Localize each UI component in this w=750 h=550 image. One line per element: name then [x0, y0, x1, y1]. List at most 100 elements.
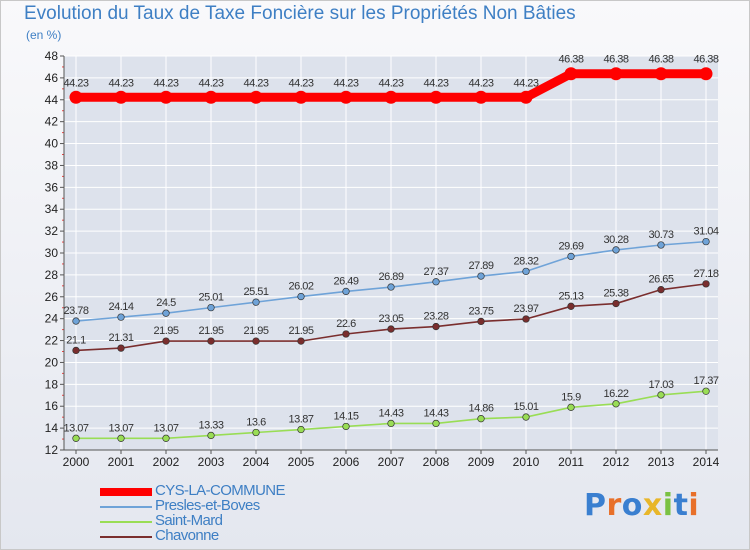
data-point-3	[522, 315, 530, 323]
x-tick-label: 2002	[153, 455, 180, 469]
y-tick-label: 26	[45, 290, 59, 304]
y-tick-label: 44	[45, 93, 59, 107]
data-point-1	[117, 313, 125, 321]
data-label-1: 26.89	[378, 271, 403, 283]
data-point-2	[207, 431, 215, 440]
data-point-2	[567, 403, 575, 411]
y-tick-label: 28	[45, 268, 59, 282]
data-label-2: 14.15	[333, 410, 358, 422]
data-point-1	[657, 241, 665, 249]
data-point-3	[702, 280, 710, 288]
x-tick-label: 2008	[423, 455, 450, 469]
data-point-3	[72, 346, 80, 355]
data-label-2: 16.22	[603, 388, 628, 400]
data-point-2	[72, 434, 80, 442]
data-label-0: 44.23	[63, 77, 88, 89]
data-label-3: 21.95	[243, 325, 268, 337]
data-point-3	[342, 330, 350, 338]
x-tick-label: 2012	[603, 455, 630, 469]
legend-label-1: Presles-et-Boves	[155, 497, 260, 514]
legend-swatch-0	[100, 488, 152, 496]
data-point-3	[432, 322, 440, 331]
data-point-0	[609, 67, 623, 81]
x-tick-label: 2009	[468, 455, 495, 469]
data-point-0	[249, 90, 263, 104]
y-tick-label: 22	[45, 334, 59, 348]
data-label-3: 21.31	[108, 332, 133, 344]
data-point-1	[477, 272, 485, 280]
data-point-3	[387, 325, 395, 333]
data-point-2	[162, 434, 170, 442]
y-tick-label: 34	[45, 202, 59, 216]
logo-letter: P	[584, 488, 607, 523]
data-point-3	[612, 299, 620, 308]
legend-swatch-2	[100, 521, 152, 523]
data-label-2: 13.87	[288, 414, 313, 426]
data-label-2: 17.03	[648, 379, 673, 391]
legend-label-3: Chavonne	[155, 527, 219, 544]
data-label-0: 44.23	[153, 77, 178, 89]
x-tick-label: 2010	[513, 455, 540, 469]
legend-label-0: CYS-LA-COMMUNE	[155, 482, 286, 499]
y-tick-label: 48	[45, 49, 59, 63]
data-point-2	[252, 428, 260, 437]
data-label-3: 25.13	[558, 290, 583, 302]
y-tick-label: 40	[45, 137, 59, 151]
data-point-1	[72, 317, 80, 325]
logo-letter: x	[642, 488, 663, 523]
data-label-3: 22.6	[336, 318, 356, 330]
data-point-0	[474, 90, 488, 104]
data-label-1: 30.28	[603, 234, 628, 246]
data-label-2: 13.07	[108, 422, 133, 434]
data-label-1: 28.32	[513, 255, 538, 267]
data-label-0: 44.23	[378, 77, 403, 89]
data-point-2	[117, 434, 125, 442]
y-tick-label: 20	[45, 355, 59, 369]
data-label-3: 25.38	[603, 288, 628, 300]
y-tick-label: 32	[45, 224, 59, 238]
y-tick-label: 36	[45, 180, 59, 194]
data-label-0: 44.23	[108, 77, 133, 89]
data-label-2: 17.37	[693, 375, 718, 387]
data-label-3: 21.95	[198, 325, 223, 337]
data-label-1: 25.01	[198, 292, 223, 304]
logo-letter: o	[621, 488, 643, 523]
data-label-0: 46.38	[603, 54, 628, 66]
data-point-1	[432, 278, 440, 286]
data-point-1	[702, 237, 710, 246]
y-tick-label: 14	[45, 421, 59, 435]
data-label-2: 13.6	[246, 416, 266, 428]
data-label-3: 21.1	[66, 334, 86, 346]
data-point-2	[702, 387, 710, 395]
data-label-2: 14.43	[378, 407, 403, 419]
data-point-3	[657, 286, 665, 294]
data-point-0	[204, 90, 218, 104]
data-label-2: 13.07	[153, 422, 178, 434]
data-point-1	[522, 267, 530, 276]
data-point-2	[432, 419, 440, 428]
data-point-0	[519, 90, 533, 104]
data-point-2	[387, 419, 395, 428]
y-tick-label: 46	[45, 71, 59, 85]
data-label-3: 23.75	[468, 305, 493, 317]
data-point-3	[297, 337, 305, 345]
data-label-3: 26.65	[648, 274, 673, 286]
data-label-1: 25.51	[243, 286, 268, 298]
data-label-3: 23.97	[513, 303, 538, 315]
data-label-3: 27.18	[693, 268, 718, 280]
data-label-3: 23.28	[423, 311, 448, 323]
data-label-0: 44.23	[513, 77, 538, 89]
data-point-3	[162, 337, 170, 345]
data-point-2	[297, 425, 305, 434]
data-point-2	[342, 422, 350, 431]
x-tick-label: 2011	[558, 455, 584, 469]
data-label-0: 44.23	[423, 77, 448, 89]
data-label-0: 44.23	[243, 77, 268, 89]
data-label-0: 44.23	[288, 77, 313, 89]
data-label-1: 30.73	[648, 229, 673, 241]
data-label-1: 26.02	[288, 281, 313, 293]
logo-letter: t	[673, 488, 689, 523]
data-label-3: 21.95	[288, 325, 313, 337]
data-label-0: 44.23	[333, 77, 358, 89]
